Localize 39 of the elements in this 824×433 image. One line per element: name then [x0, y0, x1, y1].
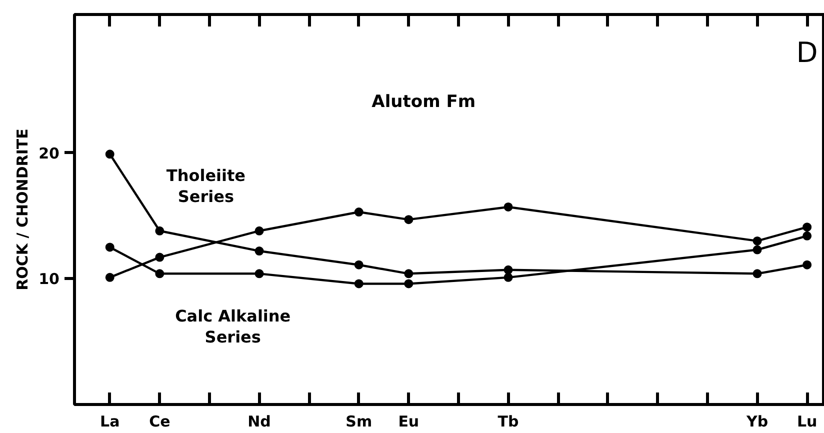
- x-tick-label: Ce: [149, 412, 170, 430]
- x-tick-label: Nd: [248, 412, 271, 430]
- x-tick-label: La: [100, 412, 120, 430]
- x-tick-label: Eu: [398, 412, 420, 430]
- point: [155, 226, 164, 236]
- point: [354, 279, 364, 288]
- point: [404, 215, 414, 224]
- x-tick-label: Sm: [346, 412, 372, 430]
- text: Alutom Fm: [372, 92, 476, 112]
- point: [254, 246, 264, 256]
- annotation: Tholeiite Series: [166, 166, 246, 206]
- point: [105, 150, 114, 159]
- y-tick-label: 20: [38, 144, 60, 162]
- point: [504, 272, 513, 282]
- point: [802, 260, 812, 270]
- x-tick-label: Lu: [796, 412, 818, 430]
- point: [155, 269, 164, 278]
- point: [404, 279, 414, 288]
- point: [404, 269, 414, 278]
- y-axis-title: ROCK / CHONDRITE: [14, 128, 32, 290]
- point: [354, 260, 364, 270]
- point: [802, 231, 812, 240]
- point: [504, 202, 513, 212]
- point: [752, 245, 762, 254]
- text: D: [796, 36, 818, 70]
- point: [752, 236, 762, 246]
- point: [802, 222, 812, 232]
- y-tick-label: 10: [38, 270, 60, 288]
- x-tick-label: Tb: [498, 412, 520, 430]
- point: [504, 265, 513, 274]
- point: [105, 242, 114, 252]
- x-tick-label: Yb: [745, 412, 768, 430]
- point: [155, 252, 164, 262]
- point: [105, 272, 114, 282]
- point: [752, 269, 762, 278]
- point: [354, 208, 364, 217]
- point: [254, 269, 264, 278]
- point: [254, 226, 264, 236]
- annotation: Calc Alkaline Series: [175, 306, 291, 346]
